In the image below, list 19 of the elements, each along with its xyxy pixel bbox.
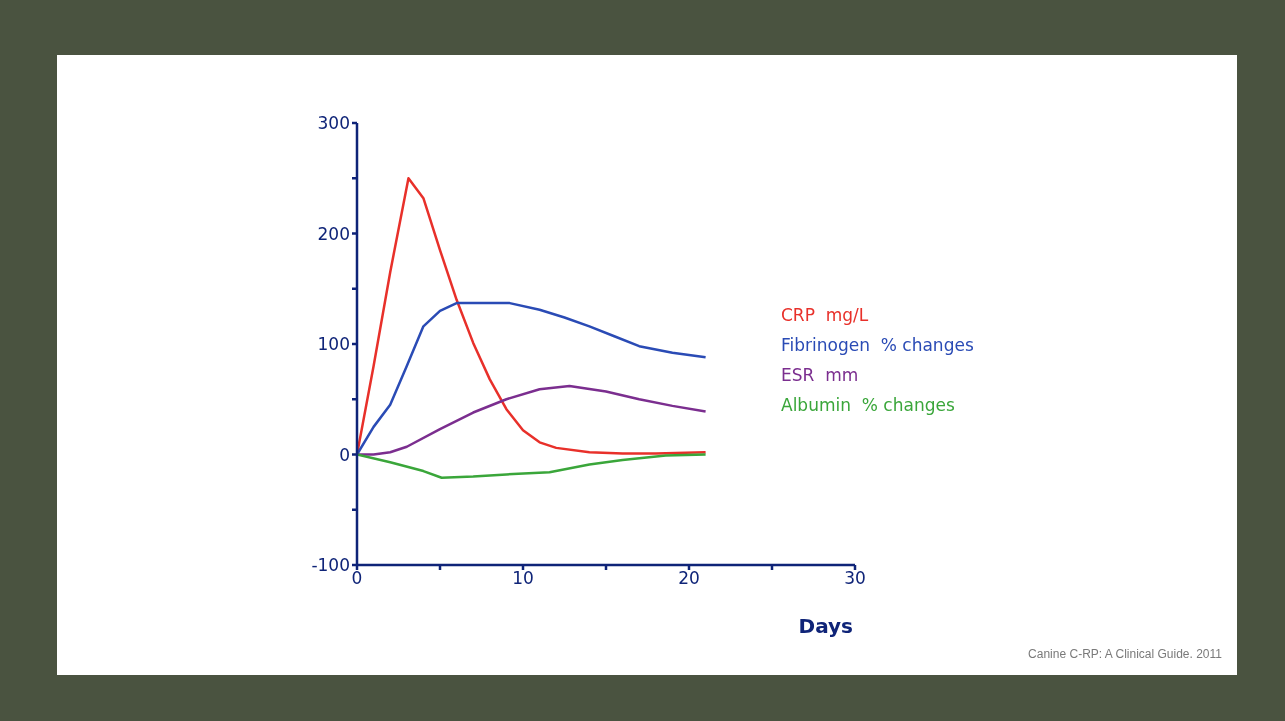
text: Canine C-RP: A Clinical Guide. 2011 [1028,647,1222,661]
y-tick-label: 300 [317,113,350,134]
line-series [357,384,707,456]
y-tick-label: 0 [339,444,350,465]
x-tick-label: 30 [844,568,866,589]
line-series [357,177,707,456]
x-axis-title: Days [798,614,853,638]
x-tick-label: 0 [351,568,363,589]
y-tick-label: 100 [317,334,350,355]
text: CRP mg/L [781,304,870,327]
line-series [357,453,707,479]
text: Albumin % changes [781,394,956,417]
line-series [357,301,707,456]
y-tick-label: 200 [317,223,350,244]
text: Fibrinogen % changes [781,334,974,357]
x-tick-label: 20 [678,568,700,589]
y-tick-label: -100 [311,555,350,576]
x-tick-label: 10 [512,568,534,589]
text: ESR mm [781,364,860,387]
